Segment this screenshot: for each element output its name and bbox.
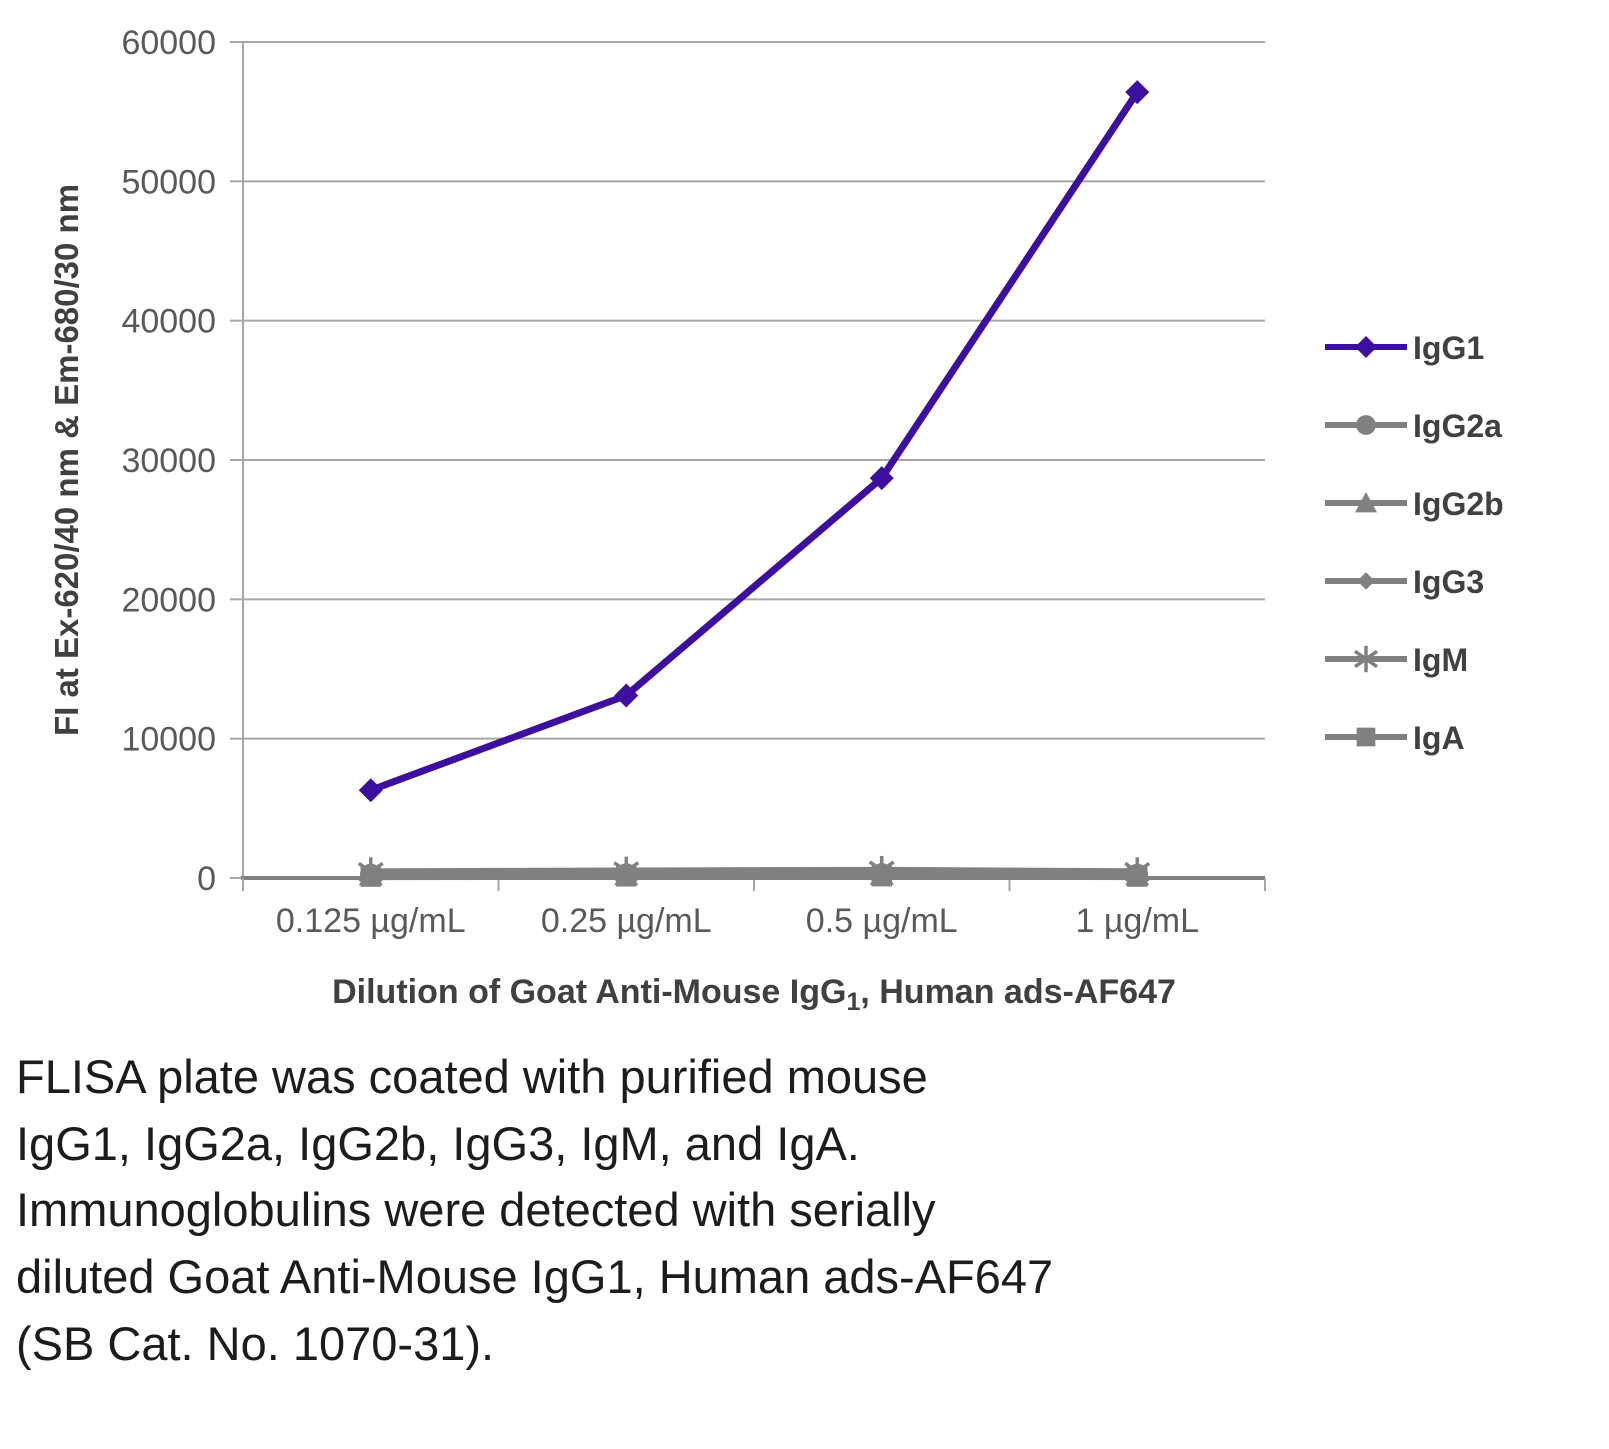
line-chart-canvas: 0 10000 20000 30000 40000 50000 60000 0.125 µg/… bbox=[48, 24, 1504, 1016]
legend-label: IgM bbox=[1413, 642, 1468, 678]
series-IgA bbox=[360, 865, 1148, 887]
legend-item-IgG3: IgG3 bbox=[1325, 564, 1484, 600]
flisa-chart: 0 10000 20000 30000 40000 50000 60000 0.125 µg/… bbox=[48, 24, 1504, 1016]
legend-label: IgG2a bbox=[1413, 408, 1502, 444]
y-tick-label: 10000 bbox=[121, 721, 216, 759]
x-tick-label: 0.25 µg/mL bbox=[541, 902, 712, 940]
legend-item-IgG2a: IgG2a bbox=[1325, 408, 1502, 444]
y-tick-label: 60000 bbox=[121, 24, 216, 62]
y-tick-label: 40000 bbox=[121, 303, 216, 341]
y-tick-label: 30000 bbox=[121, 442, 216, 480]
series-IgG1 bbox=[358, 80, 1150, 803]
x-tick-label: 0.5 µg/mL bbox=[806, 902, 958, 940]
legend-label: IgA bbox=[1413, 720, 1465, 756]
figure-caption: FLISA plate was coated with purified mou… bbox=[16, 1050, 1054, 1370]
legend-item-IgA: IgA bbox=[1325, 720, 1465, 756]
y-tick-label: 0 bbox=[197, 860, 216, 898]
x-tick-label: 0.125 µg/mL bbox=[276, 902, 466, 940]
y-tick-label: 50000 bbox=[121, 163, 216, 201]
legend-item-IgG2b: IgG2b bbox=[1325, 486, 1504, 522]
y-tick-label: 20000 bbox=[121, 581, 216, 619]
y-axis-title: FI at Ex-620/40 nm & Em-680/30 nm bbox=[48, 184, 85, 736]
legend-item-IgG1: IgG1 bbox=[1325, 330, 1484, 366]
legend-label: IgG2b bbox=[1413, 486, 1504, 522]
legend-label: IgG3 bbox=[1413, 564, 1484, 600]
x-tick-label: 1 µg/mL bbox=[1075, 902, 1199, 940]
legend-item-IgM: IgM bbox=[1325, 642, 1468, 678]
x-axis-title: Dilution of Goat Anti-Mouse IgG1, Human … bbox=[332, 973, 1176, 1016]
legend-label: IgG1 bbox=[1413, 330, 1484, 366]
